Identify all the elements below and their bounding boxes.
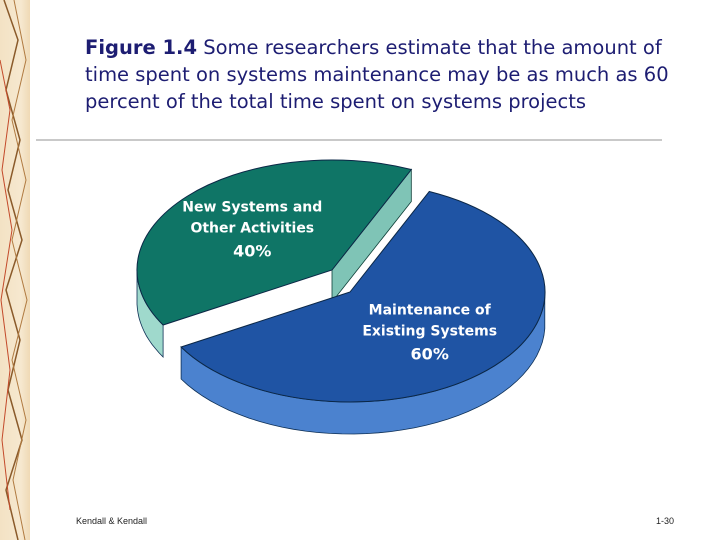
title-divider [36,139,662,141]
slice-percent-label-1: 60% [411,345,449,364]
slice-label-2-line-2: Other Activities [190,221,314,237]
pie-slice-1 [180,190,546,403]
figure-label: Figure 1.4 [85,36,198,59]
slice-label-1-line-1: Maintenance of [369,303,492,319]
decorative-left-stripe [0,0,30,540]
decorative-zigzag [0,0,28,540]
slice-label-2-line-1: New Systems and [182,200,322,216]
slice-percent-label-2: 40% [233,242,271,261]
figure-caption: Figure 1.4 Some researchers estimate tha… [85,34,685,115]
caption-text: Some researchers estimate that the amoun… [85,36,669,113]
slice-label-1-line-2: Existing Systems [362,324,497,340]
footer-author: Kendall & Kendall [76,516,148,526]
footer-page-number: 1-30 [656,516,675,526]
pie-slice-2 [136,159,413,326]
